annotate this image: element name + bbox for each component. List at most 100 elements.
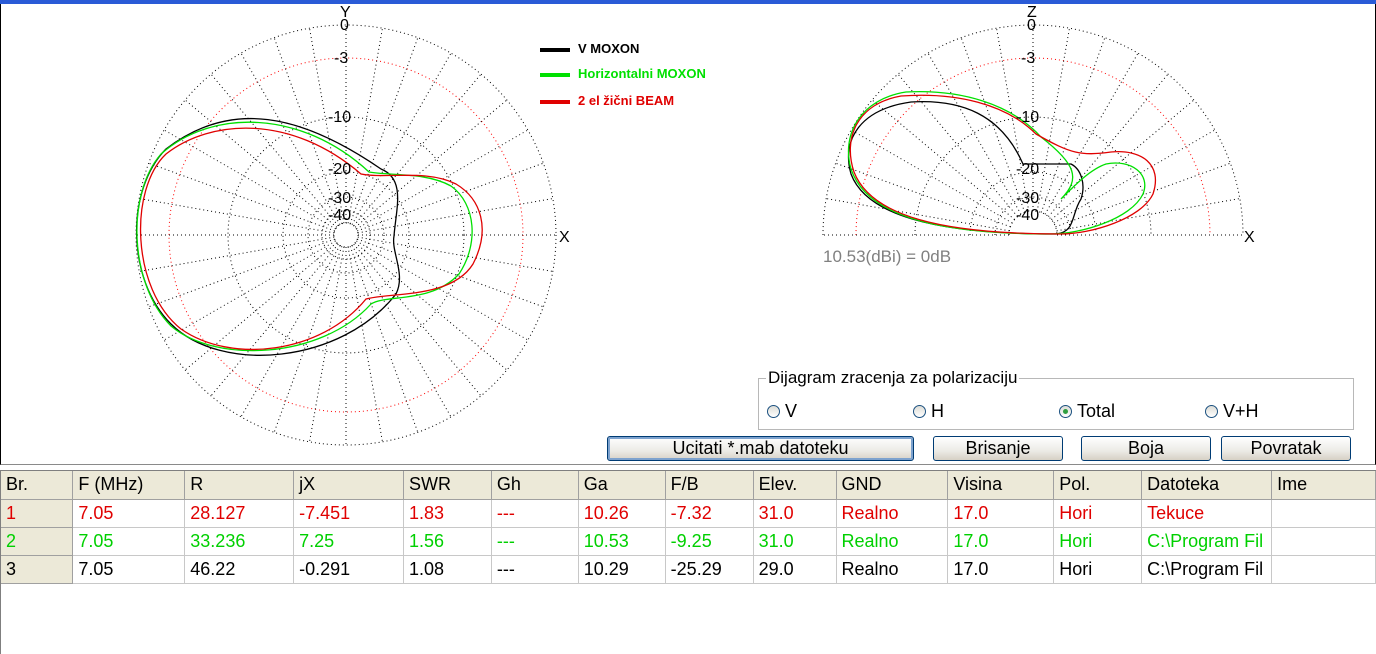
azimuth-ring-label-20: -20 [328,161,351,178]
table-cell[interactable]: 10.53 [578,527,666,556]
column-header[interactable]: Br. [1,471,74,500]
column-header[interactable]: Pol. [1053,471,1143,500]
table-cell[interactable]: -0.291 [293,555,405,584]
table-cell[interactable]: -25.29 [665,555,754,584]
azimuth-grid-spoke [309,28,345,224]
row-number-cell[interactable]: 3 [1,555,74,584]
column-header[interactable]: R [184,471,295,500]
azimuth-curve-h-moxon [136,121,473,352]
table-cell[interactable]: 46.22 [184,555,295,584]
table-row[interactable]: 2 7.05 33.236 7.25 1.56 --- 10.53 -9.25 31.0 Real… [1,527,1376,556]
table-cell[interactable]: 29.0 [753,555,837,584]
column-header[interactable]: Visina [947,471,1055,500]
table-row[interactable]: 1 7.05 28.127 -7.451 1.83 --- 10.26 -7.32 31.0 Re… [1,499,1376,528]
table-cell[interactable]: 28.127 [184,499,295,528]
table-cell[interactable]: -7.451 [293,499,405,528]
radio-pol-total[interactable]: Total [1059,401,1115,422]
table-cell[interactable]: Realno [836,555,949,584]
elevation-grid [822,24,1244,236]
table-cell[interactable] [1271,527,1376,556]
column-header[interactable]: jX [293,471,405,500]
table-cell[interactable]: 7.25 [293,527,405,556]
table-cell[interactable] [1271,555,1376,584]
azimuth-grid-spoke [240,245,341,418]
column-header[interactable]: GND [836,471,949,500]
table-cell[interactable]: 7.05 [72,499,186,528]
elevation-grid-spoke [996,28,1030,212]
radio-pol-vh-indicator [1205,405,1218,418]
radio-pol-total-label: Total [1077,401,1116,421]
table-cell[interactable]: Hori [1053,555,1143,584]
row-number-cell[interactable]: 1 [1,499,74,528]
table-cell[interactable]: Realno [836,527,949,556]
table-cell[interactable]: 31.0 [753,527,837,556]
elevation-grid-spoke [960,37,1026,213]
elevation-grid-spoke [826,198,1010,232]
table-cell[interactable]: 10.29 [578,555,666,584]
elevation-grid-spoke [871,99,1015,220]
table-cell[interactable]: 7.05 [72,555,186,584]
table-cell[interactable]: Hori [1053,527,1143,556]
elevation-grid-spoke [1051,99,1195,220]
azimuth-grid-spoke [356,240,529,341]
color-button[interactable]: Boja [1081,436,1211,461]
table-row[interactable]: 3 7.05 46.22 -0.291 1.08 --- 10.29 -25.29 29.0 Re… [1,555,1376,584]
table-cell[interactable]: 17.0 [947,555,1055,584]
table-cell[interactable]: C:\Program Fil [1141,527,1273,556]
table-cell[interactable]: C:\Program Fil [1141,555,1273,584]
azimuth-grid-spoke [349,246,419,433]
azimuth-labels: Y X 0 -3 -10 -20 -30 -40 [328,4,570,246]
table-cell[interactable]: Hori [1053,499,1143,528]
table-cell[interactable]: Tekuce [1141,499,1273,528]
back-button[interactable]: Povratak [1221,436,1351,461]
elevation-ring-label-3: -3 [1021,50,1035,67]
table-cell[interactable]: 33.236 [184,527,295,556]
elevation-grid-ring [969,171,1097,236]
azimuth-grid-spoke [184,99,338,228]
table-cell[interactable]: 17.0 [947,499,1055,528]
table-cell[interactable]: -9.25 [665,527,754,556]
load-mab-file-button[interactable]: Ucitati *.mab datoteku [607,436,914,461]
column-header[interactable]: Datoteka [1141,471,1273,500]
delete-button[interactable]: Brisanje [933,436,1063,461]
table-cell[interactable]: -7.32 [665,499,754,528]
azimuth-grid-spoke [357,162,544,232]
elevation-axis-z-label: Z [1027,4,1037,21]
elevation-grid-spoke [835,162,1011,228]
table-cell[interactable]: 1.08 [403,555,492,584]
table-cell[interactable]: Realno [836,499,949,528]
radio-pol-h[interactable]: H [913,401,944,422]
azimuth-grid-spoke [240,52,341,225]
table-cell[interactable]: --- [491,555,579,584]
table-cell[interactable]: --- [491,499,579,528]
column-header[interactable]: Gh [491,471,579,500]
column-header[interactable]: Elev. [753,471,837,500]
table-cell[interactable]: 10.26 [578,499,666,528]
row-number-cell[interactable]: 2 [1,527,74,556]
table-cell[interactable] [1271,499,1376,528]
azimuth-grid-spoke [357,198,553,234]
column-header[interactable]: Ime [1271,471,1376,500]
radio-pol-vh-label: V+H [1223,401,1259,421]
column-header[interactable]: SWR [403,471,492,500]
column-header[interactable]: Ga [578,471,666,500]
azimuth-grid [135,24,557,446]
elevation-labels: Z X 0 -3 -10 -20 -30 -40 10.53(dBi) = 0d… [823,4,1255,266]
table-cell[interactable]: 17.0 [947,527,1055,556]
table-cell[interactable]: 31.0 [753,499,837,528]
polarization-group: Dijagram zracenja za polarizaciju V H To… [758,368,1354,430]
radio-pol-v[interactable]: V [767,401,797,422]
column-header[interactable]: F (MHz) [72,471,186,500]
table-cell[interactable]: --- [491,527,579,556]
azimuth-grid-spoke [357,238,544,308]
azimuth-grid-spoke [210,73,339,227]
column-header[interactable]: F/B [665,471,754,500]
radio-pol-vh[interactable]: V+H [1205,401,1259,422]
table-cell[interactable]: 1.83 [403,499,492,528]
table-cell[interactable]: 1.56 [403,527,492,556]
azimuth-grid-spoke [273,246,343,433]
elevation-grid-spoke [1036,28,1070,212]
table-cell[interactable]: 7.05 [72,527,186,556]
pattern-canvas: Y X 0 -3 -10 -20 -30 -40 V MOXON Horizon… [135,4,1255,446]
